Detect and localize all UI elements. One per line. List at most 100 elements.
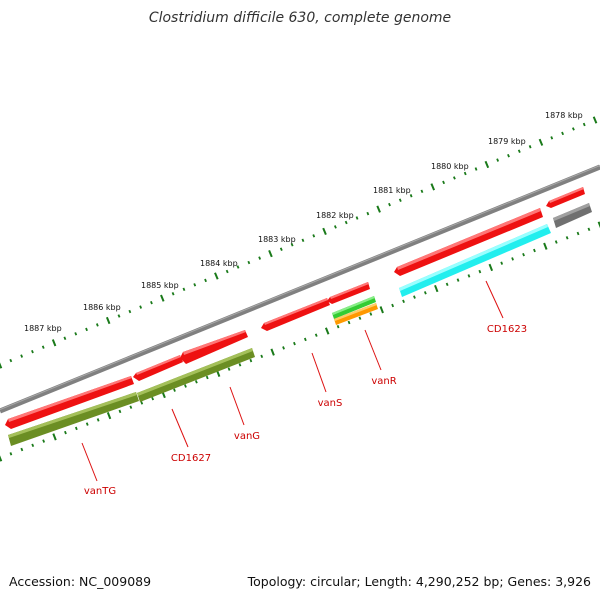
inner-scale-tick (106, 412, 112, 420)
scale-tick (105, 316, 111, 325)
accession-text: Accession: NC_009089 (9, 574, 152, 589)
gray-feature (553, 203, 592, 228)
scale-tick (355, 216, 359, 220)
scale-label-1885: 1885 kbp (141, 281, 179, 290)
inner-scale-tick (314, 333, 318, 337)
inner-scale-tick (31, 443, 35, 448)
inner-scale-tick (554, 240, 558, 244)
gene-label-vans: vanS (318, 398, 343, 409)
inner-scale-tick (9, 452, 13, 456)
inner-scale-tick (336, 324, 340, 329)
inner-scale-tick (173, 388, 176, 392)
cds-arrow-4 (261, 298, 330, 331)
cyan-feature-cd1623 (399, 224, 551, 297)
inner-scale-tick (129, 405, 133, 409)
inner-scale-tick (205, 375, 209, 380)
gene-track (8, 203, 592, 446)
scale-tick (496, 158, 500, 162)
map-title: Clostridium difficile 630, complete geno… (148, 10, 452, 26)
scale-tick (484, 160, 490, 169)
genome-stats-text: Topology: circular; Length: 4,290,252 bp… (247, 574, 591, 589)
scale-tick (333, 225, 337, 229)
scale-tick (592, 116, 598, 124)
scale-tick (31, 349, 34, 354)
leader-cd1623 (485, 280, 504, 319)
inner-scale-tick (74, 426, 78, 431)
olive-feature-vantg (8, 392, 139, 446)
inner-scale-tick (522, 252, 525, 257)
scale-tick (85, 327, 88, 332)
scale-tick (571, 127, 575, 131)
inner-scale-tick (20, 447, 24, 452)
scale-tick (507, 153, 510, 158)
inner-scale-tick (293, 341, 296, 346)
scale-tick (117, 314, 121, 318)
scale-label-1880: 1880 kbp (431, 162, 469, 171)
scale-tick (301, 238, 305, 243)
inner-scale-tick (42, 439, 46, 443)
scale-tick (517, 149, 521, 153)
scale-tick (204, 278, 207, 283)
scale-label-1883: 1883 kbp (258, 235, 296, 244)
scale-tick (268, 250, 273, 258)
cds-arrow-5 (180, 330, 248, 364)
green-feature-vanr (332, 296, 376, 319)
inner-scale-tick (369, 312, 373, 316)
inner-scale-tick (565, 236, 569, 240)
label-leaders (81, 280, 504, 482)
inner-scale-tick (445, 282, 449, 287)
inner-scale-tick (140, 401, 144, 405)
inner-scale-tick (324, 327, 330, 335)
leader-vang (229, 386, 245, 426)
scale-tick (9, 358, 13, 363)
leader-vans (311, 352, 327, 393)
scale-tick (312, 234, 316, 238)
inner-scale-tick (52, 433, 57, 441)
scale-tick (20, 354, 24, 358)
inner-scale-tick (500, 261, 504, 265)
inner-scale-dots (0, 221, 600, 462)
gene-label-vanr: vanR (371, 376, 396, 387)
inner-scale-tick (227, 367, 231, 371)
scale-tick (528, 145, 532, 149)
inner-scale-tick (0, 455, 3, 462)
inner-scale-tick (467, 274, 471, 278)
scale-tick (41, 345, 45, 349)
inner-scale-tick (379, 306, 384, 314)
genome-backbone (0, 164, 600, 414)
scale-tick (463, 171, 467, 176)
inner-scale-tick (347, 320, 351, 325)
scale-tick (474, 167, 478, 171)
inner-scale-tick (303, 337, 307, 342)
scale-labels: 1878 kbp 1879 kbp 1880 kbp 1881 kbp 1882… (24, 111, 583, 333)
scale-tick (376, 205, 381, 213)
scale-tick (247, 260, 251, 265)
gene-label-vang: vanG (234, 431, 260, 442)
inner-scale-tick (270, 348, 275, 356)
scale-tick (442, 180, 446, 185)
inner-scale-tick (249, 358, 253, 363)
inner-scale-tick (576, 231, 580, 236)
scale-tick (322, 227, 327, 235)
scale-tick (420, 189, 424, 194)
inner-scale-tick (533, 248, 536, 253)
scale-label-1882: 1882 kbp (316, 211, 354, 220)
inner-scale-tick (456, 278, 460, 282)
genome-backbone-highlight (0, 165, 600, 410)
scale-label-1879: 1879 kbp (488, 137, 526, 146)
inner-scale-tick (478, 269, 482, 274)
scale-tick (290, 243, 294, 247)
cds-arrow-1 (546, 187, 585, 208)
gene-label-cd1627: CD1627 (171, 453, 211, 464)
inner-scale-tick (194, 380, 198, 384)
olive-feature-cd1627 (137, 348, 255, 402)
scale-tick (51, 339, 57, 347)
scale-tick (74, 332, 78, 336)
scale-tick (398, 198, 402, 202)
inner-scale-tick (587, 227, 591, 232)
inner-scale-tick (238, 363, 242, 367)
inner-scale-tick (402, 299, 405, 304)
inner-scale-tick (118, 409, 122, 414)
